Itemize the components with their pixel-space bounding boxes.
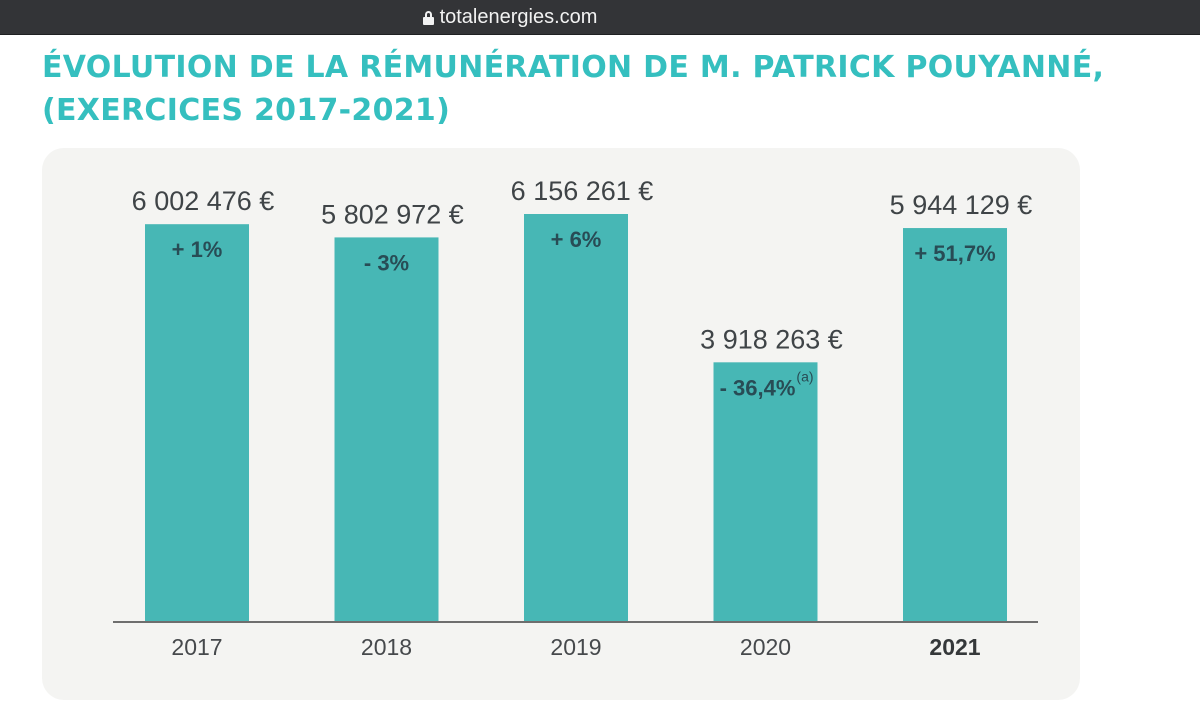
bar-2018 xyxy=(334,237,439,622)
value-label-2021: 5 944 129 € xyxy=(890,190,1033,220)
change-label-2021: + 51,7% xyxy=(914,241,995,266)
chart-title-line-2: (EXERCICES 2017-2021) xyxy=(42,93,451,128)
labels-layer: 6 002 476 € + 1% 2017 5 802 972 € - 3% 2018 6 … xyxy=(132,176,1033,660)
x-tick-label-2017: 2017 xyxy=(171,634,222,660)
footnote-marker-2020: (a) xyxy=(796,368,813,384)
bar-2020 xyxy=(713,362,818,622)
browser-address-bar[interactable]: totalenergies.com xyxy=(0,0,1200,35)
url-display[interactable]: totalenergies.com xyxy=(422,5,598,29)
bar-2019 xyxy=(524,214,628,622)
value-label-2020: 3 918 263 € xyxy=(700,324,843,354)
bar-2017 xyxy=(145,224,249,622)
x-tick-label-2019: 2019 xyxy=(550,634,601,660)
change-label-2017: + 1% xyxy=(172,237,223,262)
value-label-2017: 6 002 476 € xyxy=(132,186,275,216)
value-label-2019: 6 156 261 € xyxy=(511,176,654,206)
lock-icon xyxy=(422,11,434,25)
bars-layer xyxy=(145,214,1007,622)
bar-2021 xyxy=(903,228,1007,622)
x-tick-label-2021: 2021 xyxy=(929,634,980,660)
change-label-2018: - 3% xyxy=(364,250,409,275)
x-tick-label-2020: 2020 xyxy=(740,634,791,660)
change-label-2019: + 6% xyxy=(551,227,602,252)
url-text: totalenergies.com xyxy=(439,5,598,28)
change-label-2020: - 36,4% xyxy=(720,375,796,400)
value-label-2018: 5 802 972 € xyxy=(321,199,464,229)
chart-title-line-1: ÉVOLUTION DE LA RÉMUNÉRATION DE M. PATRI… xyxy=(42,50,1105,85)
x-tick-label-2018: 2018 xyxy=(361,634,412,660)
chart-title: ÉVOLUTION DE LA RÉMUNÉRATION DE M. PATRI… xyxy=(42,46,1104,132)
